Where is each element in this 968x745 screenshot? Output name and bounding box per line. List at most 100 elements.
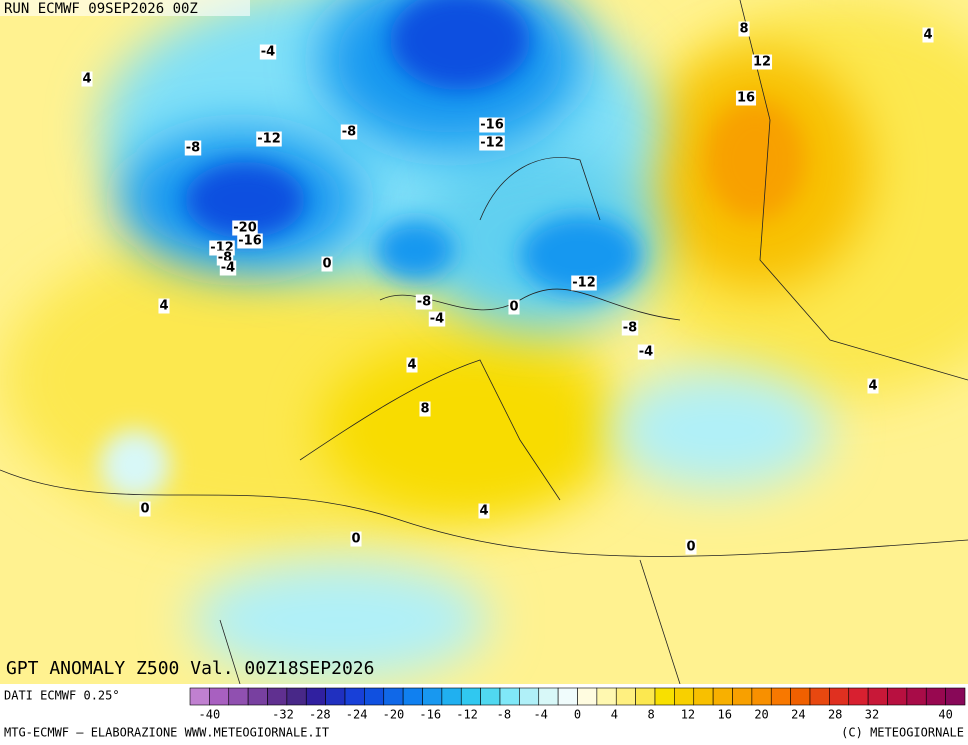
contour-label: -4 (261, 45, 275, 60)
colorbar-swatch (247, 687, 268, 706)
contour-label: 4 (868, 379, 877, 394)
source-label: DATI ECMWF 0.25° (4, 689, 120, 703)
colorbar-swatch (945, 687, 966, 706)
colorbar-swatch (654, 687, 675, 706)
colorbar-swatch (751, 687, 772, 706)
contour-label-bg (219, 260, 237, 276)
map-field (0, 0, 968, 684)
contour-label-bg (415, 294, 433, 310)
colorbar-tick-label: 40 (938, 708, 952, 722)
contour-label: 4 (479, 504, 488, 519)
contour-label: 0 (140, 502, 149, 517)
contour-label-bg (350, 531, 362, 547)
colorbar-swatch (538, 687, 559, 706)
run-label: RUN ECMWF 09SEP2026 00Z (4, 1, 198, 17)
contour-label: -8 (342, 125, 356, 140)
contour-label: -12 (257, 132, 281, 147)
contour-label: -16 (238, 234, 262, 249)
contour-label: 0 (509, 300, 518, 315)
colorbar-swatch (712, 687, 733, 706)
colorbar-tick-label: -8 (497, 708, 511, 722)
contour-label-bg (751, 54, 773, 70)
colorbar-tick-label: -24 (346, 708, 368, 722)
colorbar-tick-label: 24 (791, 708, 805, 722)
colorbar-swatch (925, 687, 946, 706)
colorbar-tick-label: 0 (574, 708, 581, 722)
colorbar-swatch (693, 687, 714, 706)
contour-label: -4 (221, 261, 235, 276)
colorbar-tick-label: 20 (754, 708, 768, 722)
colorbar-swatch (596, 687, 617, 706)
colorbar-swatch (499, 687, 520, 706)
colorbar-swatch (441, 687, 462, 706)
colorbar-swatch (480, 687, 501, 706)
colorbar-tick-label: -40 (199, 708, 221, 722)
contour-label-bg (867, 378, 879, 394)
colorbar-tick-label: -16 (419, 708, 441, 722)
colorbar-swatch (557, 687, 578, 706)
contour-label: 4 (82, 72, 91, 87)
colorbar-swatch (402, 687, 423, 706)
contour-label: 16 (737, 91, 755, 106)
colorbar-swatch (422, 687, 443, 706)
colorbar-swatch (848, 687, 869, 706)
contour-label: -12 (480, 136, 504, 151)
contour-label: 4 (923, 28, 932, 43)
colorbar-swatch (460, 687, 481, 706)
colorbar-swatch (383, 687, 404, 706)
contour-label: -4 (639, 345, 653, 360)
colorbar-swatch (790, 687, 811, 706)
map-title: GPT ANOMALY Z500 Val. 00Z18SEP2026 (6, 658, 374, 679)
contour-label-bg (158, 298, 170, 314)
contour-label-bg (340, 124, 358, 140)
colorbar-swatch (887, 687, 908, 706)
contour-label-bg (508, 299, 520, 315)
contour-label-bg (81, 71, 93, 87)
colorbar-swatch (364, 687, 385, 706)
contour-label-bg (321, 256, 333, 272)
contour-label-bg (237, 233, 263, 249)
colorbar-swatch (267, 687, 288, 706)
contour-label-bg (479, 135, 505, 151)
colorbar-tick-label: 12 (681, 708, 695, 722)
colorbar-swatch (615, 687, 636, 706)
contour-label-bg (571, 275, 597, 291)
contour-label-bg (685, 539, 697, 555)
contour-label-bg (478, 503, 490, 519)
colorbar-swatch (577, 687, 598, 706)
contour-label-bg (139, 501, 151, 517)
contour-label: 0 (686, 540, 695, 555)
colorbar-swatch (519, 687, 540, 706)
colorbar-tick-label: 28 (828, 708, 842, 722)
contour-label-bg (738, 21, 750, 37)
colorbar-tick-label: -32 (272, 708, 294, 722)
contour-label: 0 (322, 257, 331, 272)
contour-label-bg (922, 27, 934, 43)
contour-label: -12 (572, 276, 596, 291)
credits-label: MTG-ECMWF – ELABORAZIONE WWW.METEOGIORNA… (4, 726, 329, 740)
contour-label-bg (406, 357, 418, 373)
contour-label-bg (419, 401, 431, 417)
contour-label-bg (479, 117, 505, 133)
colorbar-swatch (809, 687, 830, 706)
contour-label: -16 (480, 118, 504, 133)
contour-label-bg (184, 140, 202, 156)
contour-label: -20 (233, 221, 257, 236)
contour-label-bg (232, 220, 258, 236)
contour-label-bg (621, 320, 639, 336)
contour-label-bg (735, 90, 757, 106)
colorbar-swatch (674, 687, 695, 706)
contour-label: -8 (186, 141, 200, 156)
contour-label: 8 (420, 402, 429, 417)
colorbar-swatch (228, 687, 249, 706)
colorbar: -40 -32 -28 -24 -20 -16 -12 -8 -4 0 4 8 12 16 20 24 28 32… (189, 687, 966, 722)
colorbar-swatch (770, 687, 791, 706)
colorbar-swatch (325, 687, 346, 706)
copyright-label: (C) METEOGIORNALE (841, 726, 964, 740)
colorbar-tick-label: -20 (383, 708, 405, 722)
colorbar-swatch (286, 687, 307, 706)
contour-label: -8 (417, 295, 431, 310)
